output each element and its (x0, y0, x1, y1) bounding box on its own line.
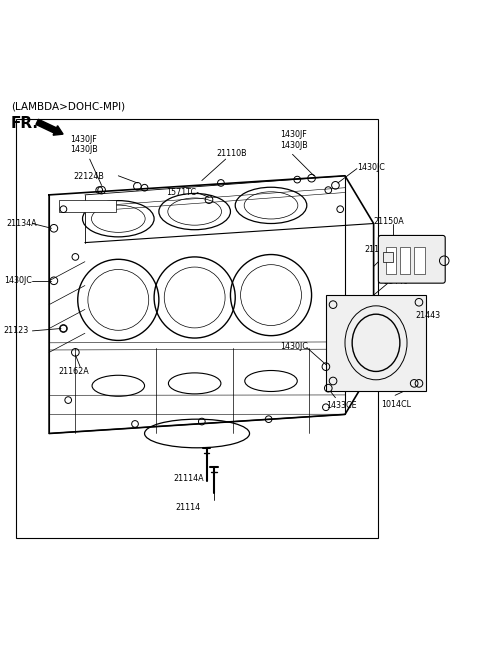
Bar (326, 295, 426, 390)
Bar (383, 252, 393, 261)
Text: 21440: 21440 (383, 277, 408, 286)
Bar (414, 248, 425, 273)
Bar (400, 248, 410, 273)
Text: 21114: 21114 (176, 503, 201, 512)
Text: 1430JC: 1430JC (281, 342, 309, 351)
FancyArrow shape (36, 120, 63, 135)
Text: 1430JF
1430JB: 1430JF 1430JB (71, 135, 98, 154)
Text: 21443: 21443 (416, 311, 441, 320)
Text: 21152: 21152 (364, 245, 389, 254)
Text: 21110B: 21110B (216, 148, 247, 158)
Text: 21123: 21123 (4, 327, 29, 335)
Text: 22124B: 22124B (73, 172, 104, 181)
Text: 1571TC: 1571TC (166, 188, 196, 197)
Bar (385, 248, 396, 273)
Text: 1433CE: 1433CE (326, 401, 357, 410)
Text: 1430JF
1430JB: 1430JF 1430JB (281, 130, 308, 150)
Text: (LAMBDA>DOHC-MPI): (LAMBDA>DOHC-MPI) (11, 102, 125, 112)
Text: 21134A: 21134A (6, 219, 37, 228)
Text: FR.: FR. (11, 116, 39, 131)
Text: 1014CM: 1014CM (412, 248, 444, 257)
Text: 1430JC: 1430JC (357, 163, 385, 171)
Bar (16, 118, 378, 539)
FancyBboxPatch shape (378, 235, 445, 283)
Text: 21150A: 21150A (373, 217, 404, 225)
Text: 21114A: 21114A (173, 474, 204, 483)
Text: 21162A: 21162A (59, 367, 89, 376)
Bar (59, 200, 116, 212)
Text: 1014CL: 1014CL (381, 400, 411, 409)
Text: 1430JC: 1430JC (4, 277, 32, 285)
